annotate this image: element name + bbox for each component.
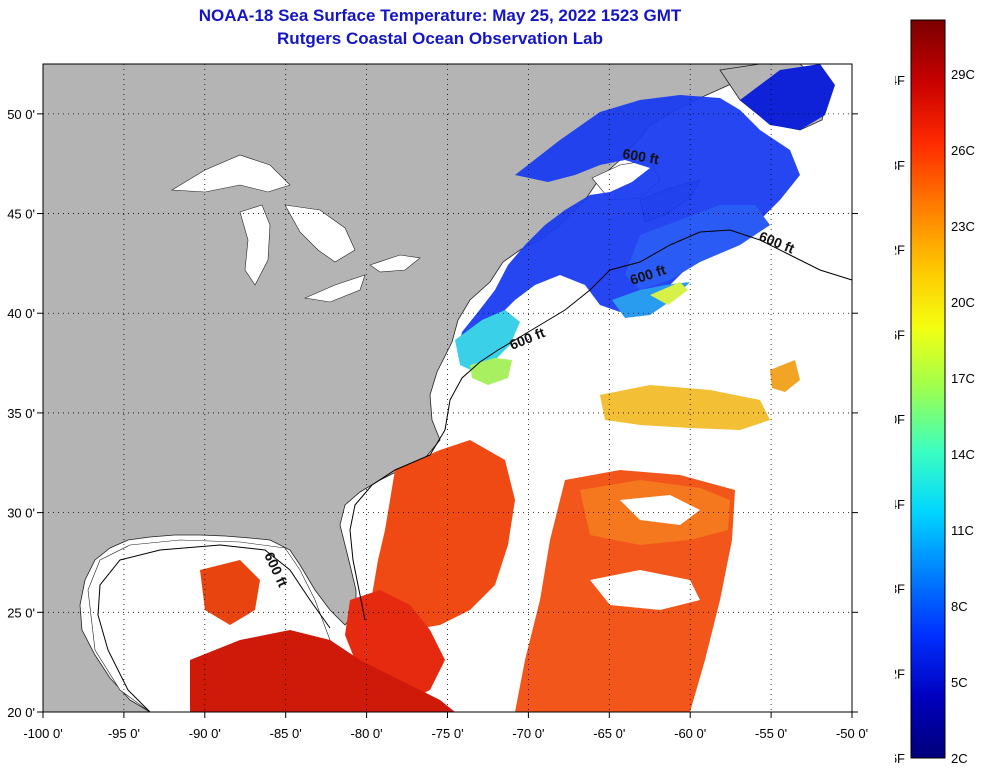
fahrenheit-tick-label: 72F	[895, 243, 905, 258]
sst-region-gulf-st-lawrence	[458, 95, 800, 350]
celsius-tick-label: 26C	[951, 143, 975, 158]
colorbar-scale	[910, 19, 946, 759]
longitude-tick-label: -80 0'	[351, 726, 383, 741]
fahrenheit-tick-label: 42F	[895, 666, 905, 681]
sst-region-gulf-mexico-west	[200, 560, 260, 625]
latitude-tick-label: 25 0'	[7, 605, 35, 620]
longitude-tick-label: -50 0'	[836, 726, 868, 741]
sst-region-sargasso-yellow	[600, 385, 770, 430]
celsius-tick-label: 23C	[951, 219, 975, 234]
fahrenheit-tick-label: 60F	[895, 412, 905, 427]
sst-region-mid-atlantic-shelf	[455, 310, 520, 372]
celsius-tick-label: 20C	[951, 295, 975, 310]
longitude-tick-label: -55 0'	[755, 726, 787, 741]
sst-region-northeast-patch	[770, 360, 800, 392]
fahrenheit-tick-label: 36F	[895, 751, 905, 766]
lake-superior	[171, 154, 291, 193]
celsius-labels: 29C 26C 23C 20C 17C 14C 11C 8C 5C 2C	[951, 67, 975, 766]
fahrenheit-tick-label: 48F	[895, 582, 905, 597]
sea-surface-temperature-map: 600 ft 600 ft 600 ft 600 ft 600 ft -100 …	[7, 63, 868, 741]
sst-region-gulf-stream-swath	[372, 440, 515, 630]
sst-region-caribbean	[190, 630, 455, 712]
lake-michigan	[239, 204, 271, 286]
latitude-tick-label: 45 0'	[7, 207, 35, 222]
lake-erie	[303, 274, 366, 303]
celsius-tick-label: 29C	[951, 67, 975, 82]
longitude-tick-label: -70 0'	[512, 726, 544, 741]
sst-data-layer	[190, 64, 835, 712]
longitude-tick-label: -100 0'	[23, 726, 62, 741]
sst-region-shelf-break-warm	[470, 358, 512, 385]
longitude-tick-label: -60 0'	[674, 726, 706, 741]
temperature-colorbar: 84F 78F 72F 66F 60F 54F 48F 42F 36F 29C 26C 23C 20C…	[895, 19, 975, 766]
longitude-axis: -100 0' -95 0' -90 0' -85 0' -80 0' -75 0' -70…	[23, 712, 868, 741]
lake-huron	[284, 204, 356, 263]
latitude-tick-label: 40 0'	[7, 306, 35, 321]
celsius-tick-label: 5C	[951, 675, 968, 690]
sst-region-white-clouds-1	[590, 570, 700, 610]
lake-ontario	[369, 254, 421, 273]
sst-region-grand-banks	[625, 205, 770, 290]
contour-label-gulf-st-lawrence: 600 ft	[621, 145, 660, 167]
longitude-tick-label: -90 0'	[189, 726, 221, 741]
sst-region-white-clouds-2	[620, 495, 700, 525]
latitude-tick-label: 20 0'	[7, 705, 35, 720]
longitude-tick-label: -85 0'	[270, 726, 302, 741]
fahrenheit-tick-label: 66F	[895, 327, 905, 342]
longitude-tick-label: -75 0'	[431, 726, 463, 741]
map-subtitle: Rutgers Coastal Ocean Observation Lab	[277, 29, 603, 48]
celsius-tick-label: 17C	[951, 371, 975, 386]
celsius-tick-label: 2C	[951, 751, 968, 766]
fahrenheit-labels: 84F 78F 72F 66F 60F 54F 48F 42F 36F	[895, 73, 905, 766]
celsius-tick-label: 14C	[951, 447, 975, 462]
celsius-tick-label: 8C	[951, 599, 968, 614]
celsius-tick-label: 11C	[951, 523, 974, 538]
latitude-tick-label: 30 0'	[7, 506, 35, 521]
map-title: NOAA-18 Sea Surface Temperature: May 25,…	[198, 6, 682, 25]
latitude-axis: 50 0' 45 0' 40 0' 35 0' 30 0' 25 0' 20 0'	[7, 107, 858, 720]
latitude-tick-label: 50 0'	[7, 107, 35, 122]
sst-region-georges-yellow	[650, 282, 688, 305]
fahrenheit-tick-label: 78F	[895, 158, 905, 173]
fahrenheit-tick-label: 84F	[895, 73, 905, 88]
latitude-tick-label: 35 0'	[7, 406, 35, 421]
longitude-tick-label: -65 0'	[593, 726, 625, 741]
graticule	[43, 64, 852, 712]
longitude-tick-label: -95 0'	[108, 726, 140, 741]
fahrenheit-tick-label: 54F	[895, 497, 905, 512]
isobath-600ft	[97, 229, 853, 713]
